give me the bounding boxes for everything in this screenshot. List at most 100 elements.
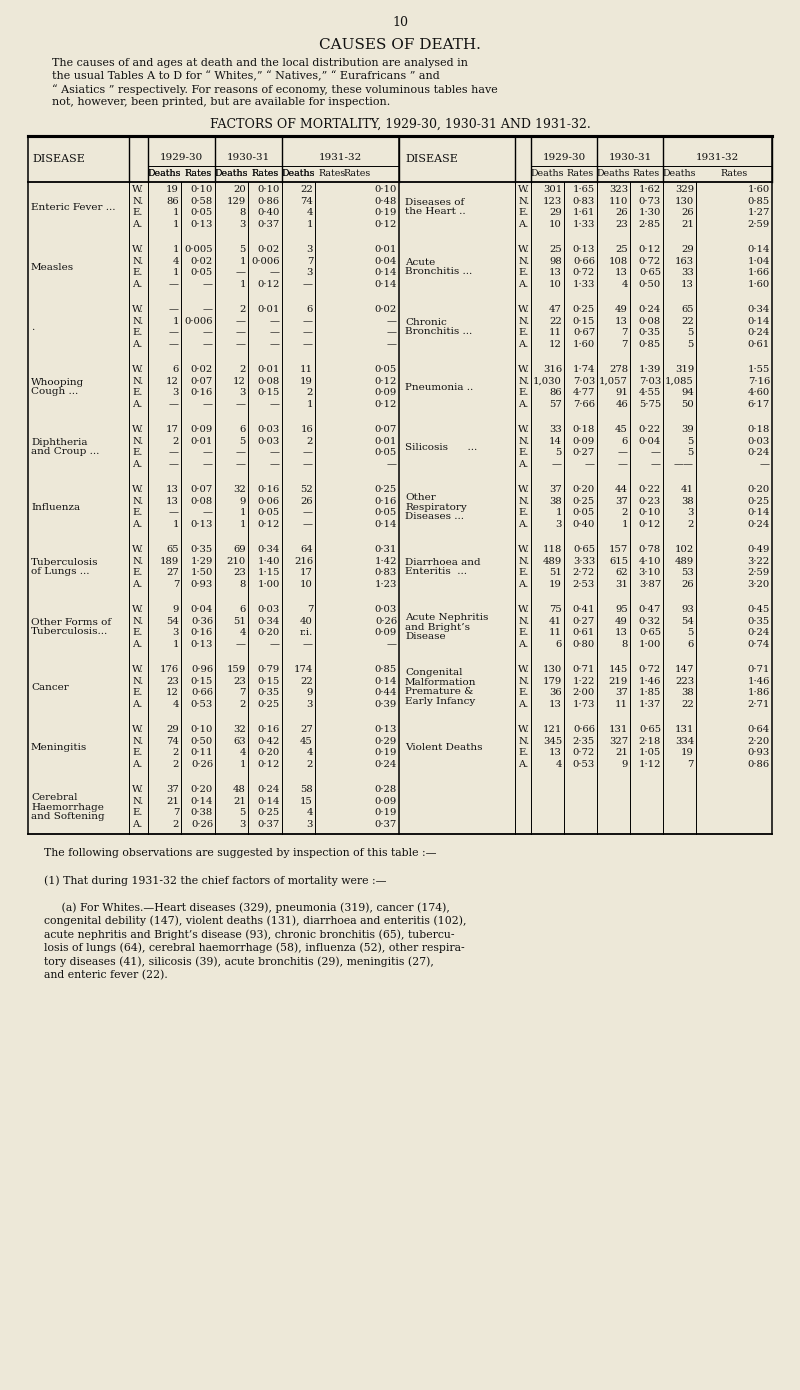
Text: 3: 3 xyxy=(556,520,562,528)
Text: 13: 13 xyxy=(615,628,628,637)
Text: 21: 21 xyxy=(615,748,628,758)
Text: 0·10: 0·10 xyxy=(190,185,213,195)
Text: 0·14: 0·14 xyxy=(258,796,280,806)
Text: 11: 11 xyxy=(549,328,562,338)
Text: Diseases of: Diseases of xyxy=(405,197,464,207)
Text: 7: 7 xyxy=(240,688,246,698)
Text: 51: 51 xyxy=(549,569,562,577)
Text: 0·24: 0·24 xyxy=(748,448,770,457)
Text: 2: 2 xyxy=(173,436,179,446)
Text: 4·77: 4·77 xyxy=(573,388,595,398)
Text: 7: 7 xyxy=(622,339,628,349)
Text: 0·05: 0·05 xyxy=(374,448,397,457)
Text: 121: 121 xyxy=(542,726,562,734)
Text: 1·60: 1·60 xyxy=(748,185,770,195)
Text: 2: 2 xyxy=(173,748,179,758)
Text: W.: W. xyxy=(518,726,530,734)
Text: 0·18: 0·18 xyxy=(748,425,770,434)
Text: Rates: Rates xyxy=(633,168,660,178)
Text: 44: 44 xyxy=(615,485,628,495)
Text: 26: 26 xyxy=(682,580,694,589)
Text: 1·61: 1·61 xyxy=(573,208,595,217)
Text: A.: A. xyxy=(518,699,528,709)
Text: 319: 319 xyxy=(674,366,694,374)
Text: 1930-31: 1930-31 xyxy=(227,153,270,163)
Text: —: — xyxy=(203,306,213,314)
Text: 0·12: 0·12 xyxy=(374,220,397,229)
Text: 0·49: 0·49 xyxy=(748,545,770,555)
Text: A.: A. xyxy=(518,760,528,769)
Text: 0·25: 0·25 xyxy=(748,496,770,506)
Text: Deaths: Deaths xyxy=(282,168,315,178)
Text: 2: 2 xyxy=(622,509,628,517)
Text: 5: 5 xyxy=(688,328,694,338)
Text: —: — xyxy=(169,448,179,457)
Text: E.: E. xyxy=(132,628,142,637)
Text: 0·25: 0·25 xyxy=(258,699,280,709)
Text: 4: 4 xyxy=(555,760,562,769)
Text: W.: W. xyxy=(518,485,530,495)
Text: 5: 5 xyxy=(240,436,246,446)
Text: 0·03: 0·03 xyxy=(258,425,280,434)
Text: N.: N. xyxy=(132,317,143,325)
Text: 0·67: 0·67 xyxy=(573,328,595,338)
Text: N.: N. xyxy=(132,796,143,806)
Text: 1: 1 xyxy=(173,639,179,649)
Text: 0·35: 0·35 xyxy=(748,617,770,626)
Text: W.: W. xyxy=(518,245,530,254)
Text: 0·10: 0·10 xyxy=(374,185,397,195)
Text: 0·47: 0·47 xyxy=(638,605,661,614)
Text: 2: 2 xyxy=(240,699,246,709)
Text: 1·46: 1·46 xyxy=(748,677,770,685)
Text: 489: 489 xyxy=(674,557,694,566)
Text: Violent Deaths: Violent Deaths xyxy=(405,742,482,752)
Text: 327: 327 xyxy=(609,737,628,746)
Text: 615: 615 xyxy=(609,557,628,566)
Text: Haemorrhage: Haemorrhage xyxy=(31,802,104,812)
Text: 3·33: 3·33 xyxy=(573,557,595,566)
Text: 179: 179 xyxy=(542,677,562,685)
Text: 1: 1 xyxy=(173,268,179,277)
Text: 0·37: 0·37 xyxy=(374,820,397,828)
Text: W.: W. xyxy=(518,185,530,195)
Text: 8: 8 xyxy=(240,580,246,589)
Text: 0·13: 0·13 xyxy=(190,220,213,229)
Text: 41: 41 xyxy=(549,617,562,626)
Text: Deaths: Deaths xyxy=(662,168,696,178)
Text: 5: 5 xyxy=(240,245,246,254)
Text: 4: 4 xyxy=(173,257,179,265)
Text: 1: 1 xyxy=(306,220,313,229)
Text: 0·27: 0·27 xyxy=(573,448,595,457)
Text: 37: 37 xyxy=(615,688,628,698)
Text: 11: 11 xyxy=(615,699,628,709)
Text: 0·80: 0·80 xyxy=(573,639,595,649)
Text: A.: A. xyxy=(132,639,142,649)
Text: Rates: Rates xyxy=(184,168,212,178)
Text: 22: 22 xyxy=(300,677,313,685)
Text: 1,057: 1,057 xyxy=(599,377,628,386)
Text: —: — xyxy=(387,339,397,349)
Text: 163: 163 xyxy=(675,257,694,265)
Text: 0·05: 0·05 xyxy=(258,509,280,517)
Text: “ Asiatics ” respectively. For reasons of economy, these voluminous tables have: “ Asiatics ” respectively. For reasons o… xyxy=(52,83,498,95)
Text: 62: 62 xyxy=(615,569,628,577)
Text: W.: W. xyxy=(132,185,144,195)
Text: 0·24: 0·24 xyxy=(748,328,770,338)
Text: 110: 110 xyxy=(609,197,628,206)
Text: 0·61: 0·61 xyxy=(748,339,770,349)
Text: 1·00: 1·00 xyxy=(638,639,661,649)
Text: 131: 131 xyxy=(609,726,628,734)
Text: 2·20: 2·20 xyxy=(748,737,770,746)
Text: 1: 1 xyxy=(173,520,179,528)
Text: 0·12: 0·12 xyxy=(374,377,397,386)
Text: 0·66: 0·66 xyxy=(573,257,595,265)
Text: 0·14: 0·14 xyxy=(747,245,770,254)
Text: 86: 86 xyxy=(166,197,179,206)
Text: 0·96: 0·96 xyxy=(191,666,213,674)
Text: 0·72: 0·72 xyxy=(638,666,661,674)
Text: 4·10: 4·10 xyxy=(638,557,661,566)
Text: 2·59: 2·59 xyxy=(748,569,770,577)
Text: Rates: Rates xyxy=(184,168,212,178)
Text: 0·71: 0·71 xyxy=(748,666,770,674)
Text: 21: 21 xyxy=(681,220,694,229)
